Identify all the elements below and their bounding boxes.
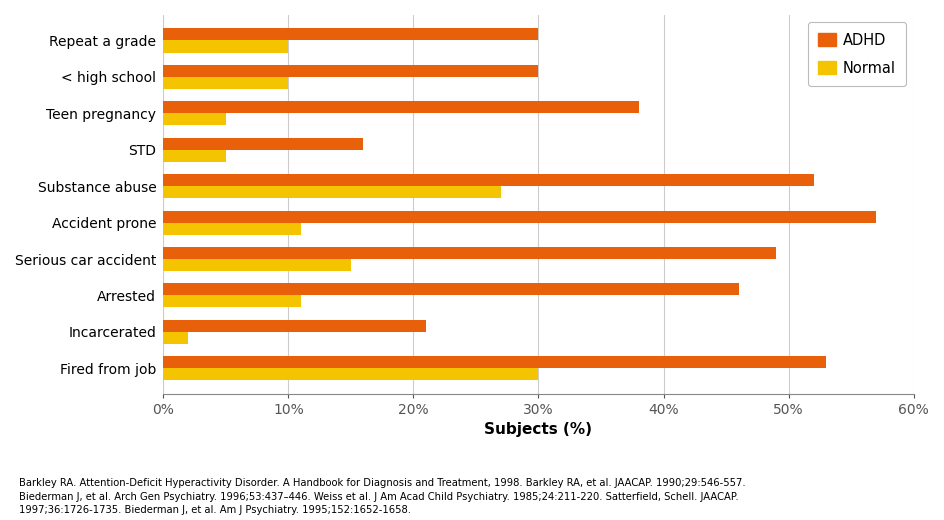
Bar bbox=[163, 150, 226, 162]
Bar bbox=[163, 113, 226, 125]
Bar bbox=[163, 223, 301, 235]
Bar bbox=[163, 65, 538, 77]
Bar bbox=[163, 368, 538, 380]
Bar bbox=[163, 186, 501, 198]
X-axis label: Subjects (%): Subjects (%) bbox=[484, 422, 593, 437]
Bar bbox=[163, 356, 826, 368]
Bar bbox=[163, 174, 814, 186]
Bar bbox=[163, 259, 351, 271]
Legend: ADHD, Normal: ADHD, Normal bbox=[808, 22, 906, 86]
Bar bbox=[163, 29, 538, 41]
Bar bbox=[163, 320, 426, 332]
Bar bbox=[163, 332, 189, 344]
Bar bbox=[163, 247, 776, 259]
Text: Barkley RA. Attention-Deficit Hyperactivity Disorder. A Handbook for Diagnosis a: Barkley RA. Attention-Deficit Hyperactiv… bbox=[19, 478, 746, 515]
Bar bbox=[163, 77, 288, 89]
Bar bbox=[163, 295, 301, 307]
Bar bbox=[163, 101, 638, 113]
Bar bbox=[163, 138, 363, 150]
Bar bbox=[163, 41, 288, 53]
Bar bbox=[163, 283, 738, 295]
Bar bbox=[163, 211, 876, 223]
